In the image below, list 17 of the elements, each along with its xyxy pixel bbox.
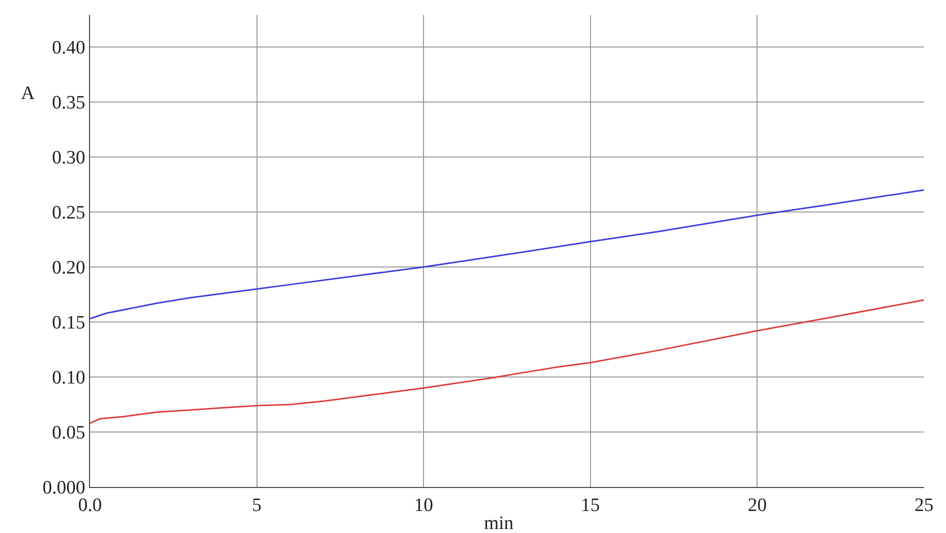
x-tick-label: 15 xyxy=(580,494,600,516)
x-tick-label: 25 xyxy=(914,494,934,516)
y-tick-label: 0.30 xyxy=(52,148,86,169)
y-tick-label: 0.15 xyxy=(52,312,86,334)
y-tick-label: 0.40 xyxy=(52,38,86,59)
x-tick-label: 20 xyxy=(748,494,767,516)
y-tick-label: 0.35 xyxy=(52,92,86,114)
y-tick-label: 0.20 xyxy=(52,258,86,279)
x-tick-label: 10 xyxy=(414,494,434,516)
y-axis-title: A xyxy=(21,83,35,104)
x-tick-label: 5 xyxy=(252,494,262,516)
x-axis-title: min xyxy=(484,513,514,533)
line-series xyxy=(90,299,924,424)
y-tick-label: 0.10 xyxy=(52,368,86,389)
y-tick-label: 0.25 xyxy=(52,202,86,224)
y-tick-label: 0.05 xyxy=(52,422,86,444)
line-series xyxy=(90,189,924,320)
